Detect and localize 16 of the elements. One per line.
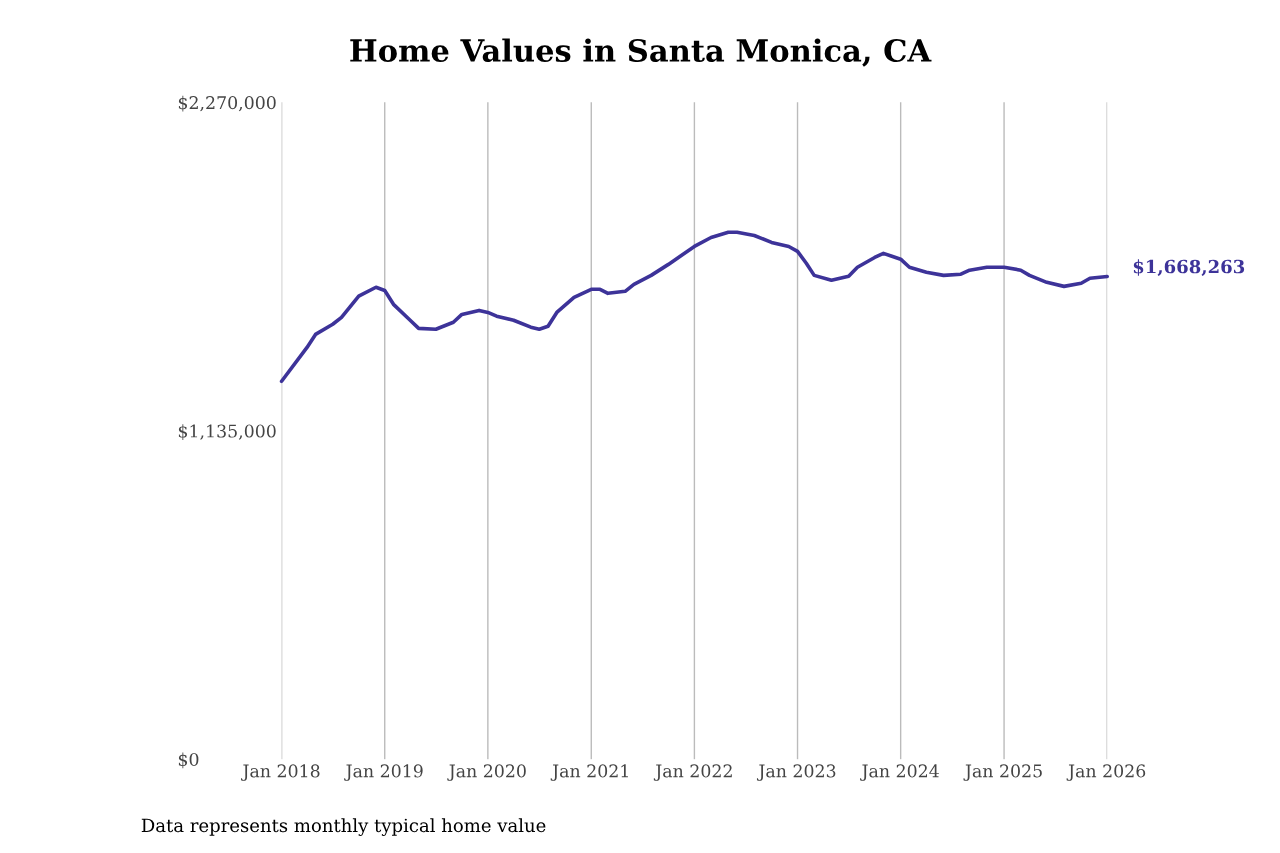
- x-tick-label: Jan 2021: [550, 764, 628, 781]
- x-tick-label: Jan 2023: [756, 764, 836, 781]
- x-tick-label: Jan 2022: [653, 764, 732, 781]
- x-tick-label: Jan 2020: [447, 764, 526, 781]
- line-series: [279, 230, 1110, 384]
- text: Data represents monthly typical home value: [141, 818, 546, 836]
- data-label: $1,668,263: [1133, 259, 1245, 277]
- y-tick-label: $1,135,000: [178, 424, 276, 440]
- x-tick-label: Jan 2018: [241, 764, 320, 781]
- x-tick-label: Jan 2019: [344, 764, 423, 781]
- y-tick-label: $0: [178, 752, 199, 769]
- y-tick-label: $2,270,000: [178, 95, 276, 112]
- x-tick-label: Jan 2026: [1066, 764, 1146, 781]
- chart-title: Home Values in Santa Monica, CA: [350, 38, 932, 67]
- x-tick-label: Jan 2024: [860, 764, 939, 781]
- x-tick-label: Jan 2025: [963, 764, 1042, 781]
